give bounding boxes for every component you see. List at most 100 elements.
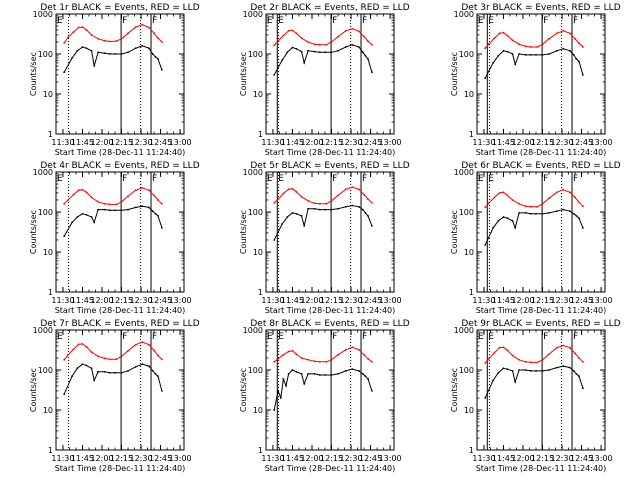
events-point [273,74,276,76]
lld-point [506,34,509,37]
lld-point [344,29,347,32]
x-tick-label: 12:30 [130,296,153,305]
x-tick-label: 11:30 [51,296,74,305]
flag-label: E [267,332,273,342]
events-point [97,51,99,54]
plot-frame [265,171,395,293]
lld-point [108,203,111,206]
lld-point [358,188,360,191]
y-tick-label: 100 [459,50,474,59]
events-point [497,220,500,222]
x-tick-label: 13:00 [590,296,613,305]
events-point [103,370,106,373]
events-point [273,409,276,411]
events-point [518,212,520,214]
x-tick-label: 12:45 [149,138,172,147]
events-point [108,53,111,55]
x-tick-label: 12:45 [359,454,382,463]
lld-point [161,41,163,43]
lld-point [371,360,373,363]
lld-point [541,358,544,361]
events-point [127,208,129,211]
events-point [93,221,96,224]
events-point [285,385,287,387]
events-point [63,235,66,238]
flag-label: E [57,332,63,342]
lld-point [506,194,509,197]
events-point [161,69,163,71]
lld-point [574,196,576,199]
lld-point [337,194,339,197]
lld-point [569,346,571,349]
lld-point [330,358,333,361]
x-tick-label: 12:15 [110,296,133,305]
x-tick-label: 11:45 [71,454,94,463]
lld-point [134,26,137,28]
y-tick-label: 100 [38,50,53,59]
lld-point [307,41,309,43]
flag-label: E [57,174,63,184]
lld-point [157,354,159,357]
events-point [318,208,321,211]
lld-point [318,43,321,46]
y-tick-label: 1000 [454,168,474,177]
events-point [108,209,111,212]
events-point [529,370,532,372]
events-point [502,216,505,218]
lld-point [562,188,565,191]
events-point [313,50,316,53]
detector-panel: Det 5r BLACK = Events, RED = LLD 1 10 100 10… [239,161,494,315]
flag-label: E [278,16,284,26]
events-point [572,54,575,56]
lld-point [367,40,369,42]
x-tick-label: 11:30 [51,138,74,147]
events-point [291,212,294,214]
flag-label: F [152,174,157,184]
lld-point [115,203,118,206]
events-point [344,46,347,48]
events-point [76,367,79,370]
x-tick-label: 13:00 [379,296,402,305]
lld-point [536,46,539,48]
events-point [286,51,289,54]
lld-point [291,350,294,352]
lld-point [291,187,294,190]
events-point [535,212,537,215]
y-axis-label: Counts/sec [450,368,459,412]
events-point [529,212,532,215]
lld-point [300,195,303,198]
x-tick-label: 12:30 [130,454,153,463]
lld-point [120,200,123,203]
flag-label: E [488,332,494,342]
events-point [361,373,364,375]
y-tick-label: 10 [43,248,53,257]
events-series-line [484,209,584,246]
events-point [71,57,73,59]
x-tick-label: 13:00 [379,138,402,147]
events-point [134,206,137,209]
x-axis-label: Start Time (28-Dec-11 11:24:40) [476,148,607,157]
y-axis-label: Counts/sec [239,210,248,254]
lld-point [511,199,514,201]
lld-point [148,343,150,346]
events-point [134,365,137,368]
detector-panel: Det 1r BLACK = Events, RED = LLD 1 10 100 10… [29,3,284,157]
lld-point [161,202,163,205]
events-point [492,379,494,382]
events-point [157,375,159,378]
lld-point [295,190,298,193]
events-point [529,54,532,56]
events-point [287,373,290,375]
flag-label: F [332,332,337,342]
x-tick-label: 12:15 [531,138,554,147]
events-point [148,365,150,367]
events-point [151,210,154,213]
lld-point [582,360,584,363]
lld-point [148,26,150,29]
x-tick-label: 12:45 [149,454,172,463]
flag-label: F [362,16,367,26]
lld-point [330,41,333,43]
events-point [330,208,333,211]
lld-point [371,201,373,204]
lld-point [300,37,303,39]
